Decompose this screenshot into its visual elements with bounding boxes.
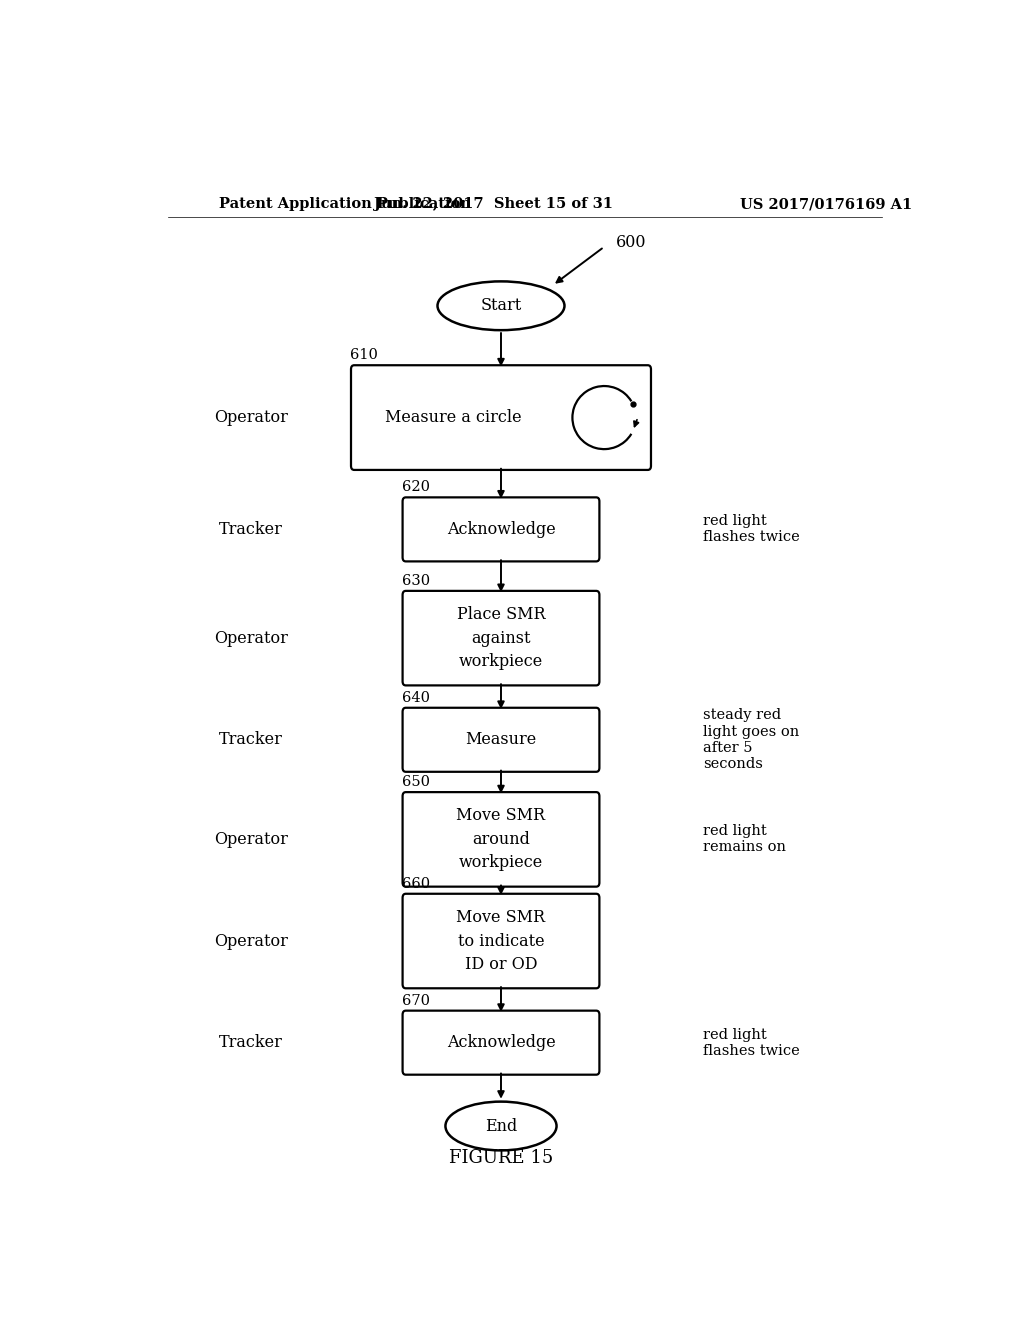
FancyBboxPatch shape	[402, 792, 599, 887]
Ellipse shape	[437, 281, 564, 330]
Text: 670: 670	[401, 994, 430, 1007]
FancyBboxPatch shape	[402, 894, 599, 989]
Text: FIGURE 15: FIGURE 15	[449, 1148, 553, 1167]
Text: Measure a circle: Measure a circle	[385, 409, 521, 426]
Text: Acknowledge: Acknowledge	[446, 521, 555, 537]
Text: Start: Start	[480, 297, 521, 314]
Text: red light
flashes twice: red light flashes twice	[703, 515, 800, 544]
FancyBboxPatch shape	[402, 591, 599, 685]
Text: Operator: Operator	[214, 630, 288, 647]
Text: 640: 640	[401, 690, 430, 705]
Text: 630: 630	[401, 574, 430, 587]
Text: red light
remains on: red light remains on	[703, 824, 786, 854]
Text: Operator: Operator	[214, 932, 288, 949]
Text: Patent Application Publication: Patent Application Publication	[219, 197, 471, 211]
Text: Operator: Operator	[214, 409, 288, 426]
Ellipse shape	[445, 1102, 557, 1151]
Text: Jun. 22, 2017  Sheet 15 of 31: Jun. 22, 2017 Sheet 15 of 31	[374, 197, 612, 211]
Text: Tracker: Tracker	[219, 731, 283, 748]
Text: Tracker: Tracker	[219, 1034, 283, 1051]
Text: 650: 650	[401, 775, 430, 789]
Text: Tracker: Tracker	[219, 521, 283, 537]
Text: End: End	[485, 1118, 517, 1134]
FancyBboxPatch shape	[402, 1011, 599, 1074]
Text: Acknowledge: Acknowledge	[446, 1034, 555, 1051]
Text: Place SMR
against
workpiece: Place SMR against workpiece	[457, 606, 546, 671]
Text: Move SMR
around
workpiece: Move SMR around workpiece	[457, 808, 546, 871]
FancyBboxPatch shape	[402, 498, 599, 561]
Text: 600: 600	[616, 234, 646, 251]
Text: Measure: Measure	[465, 731, 537, 748]
Text: Operator: Operator	[214, 830, 288, 847]
Text: 660: 660	[401, 876, 430, 891]
FancyBboxPatch shape	[402, 708, 599, 772]
Text: Move SMR
to indicate
ID or OD: Move SMR to indicate ID or OD	[457, 909, 546, 973]
FancyBboxPatch shape	[351, 366, 651, 470]
Text: 610: 610	[350, 348, 378, 362]
Text: 620: 620	[401, 480, 430, 494]
Text: US 2017/0176169 A1: US 2017/0176169 A1	[740, 197, 912, 211]
Text: red light
flashes twice: red light flashes twice	[703, 1027, 800, 1057]
Text: steady red
light goes on
after 5
seconds: steady red light goes on after 5 seconds	[703, 709, 800, 771]
